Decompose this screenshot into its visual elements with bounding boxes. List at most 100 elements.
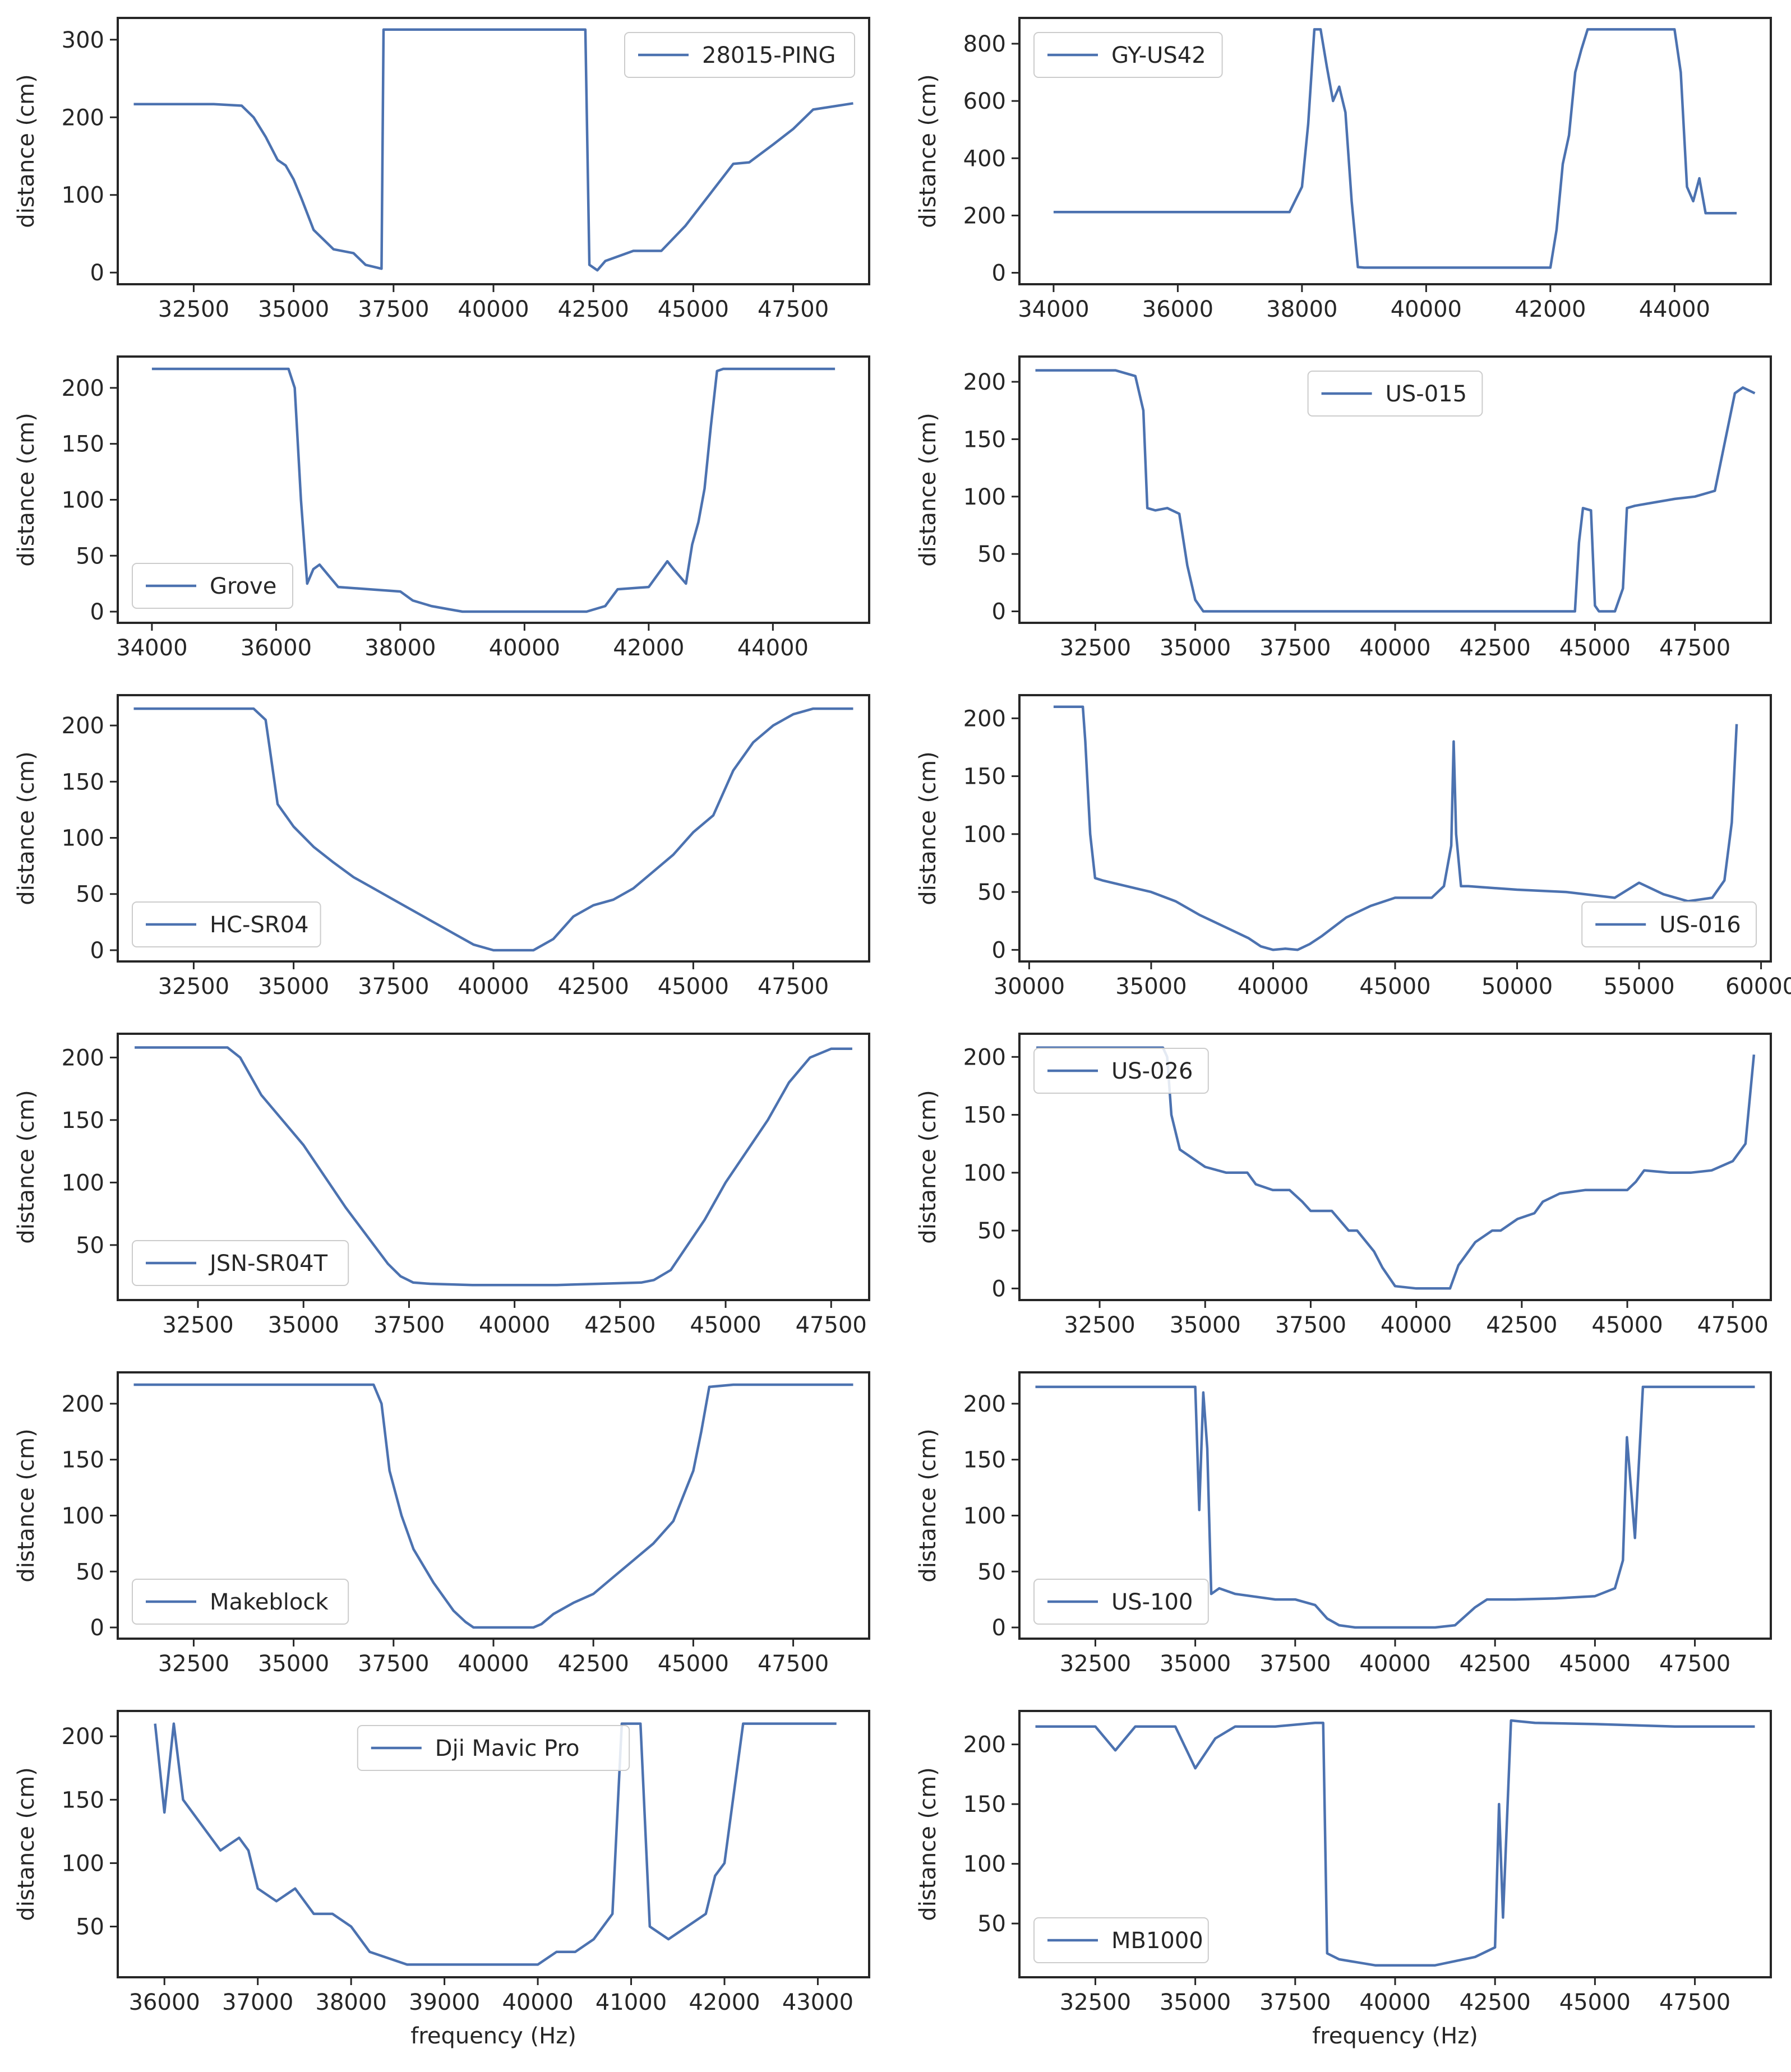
p8-ytick-label-1: 50: [76, 1559, 104, 1585]
p5-xtick-label-0: 30000: [994, 974, 1065, 1000]
p11-ytick-label-1: 100: [963, 1852, 1006, 1877]
p10-legend-label: Dji Mavic Pro: [435, 1736, 580, 1761]
p3-ytick-label-3: 150: [963, 427, 1006, 452]
p4-axes-frame: [117, 694, 870, 963]
p9-axes-frame: [1018, 1371, 1772, 1640]
p9-xtick-label-2: 37500: [1259, 1651, 1331, 1677]
p10-xtick-label-5: 41000: [596, 1990, 667, 2015]
p0-xtick-label-5: 45000: [658, 297, 729, 322]
p9-ytick-label-2: 100: [963, 1503, 1006, 1529]
p0-series-line-0: [133, 28, 853, 272]
p10-ytick-label-1: 100: [62, 1851, 104, 1876]
p4-xtick-label-3: 40000: [458, 974, 529, 1000]
p2-xtick-label-5: 44000: [737, 635, 809, 661]
p7-ytick-label-1: 50: [977, 1218, 1006, 1244]
p11-legend-label: MB1000: [1111, 1928, 1203, 1954]
p6-xtick-label-3: 40000: [479, 1312, 550, 1338]
p7-series-line-0: [1036, 1046, 1756, 1290]
p4-ytick-label-0: 0: [90, 938, 104, 964]
p0-xtick-label-0: 32500: [158, 297, 229, 322]
p8-xtick-label-4: 42500: [558, 1651, 629, 1677]
p3-ylabel: distance (cm): [915, 413, 941, 566]
p4-xtick-label-5: 45000: [658, 974, 729, 1000]
p11-xtick-label-1: 35000: [1160, 1990, 1231, 2015]
p9-xtick-label-0: 32500: [1060, 1651, 1131, 1677]
p7-ytick-label-0: 0: [992, 1276, 1006, 1302]
p0-axes-frame: [117, 17, 870, 285]
p8-ytick-label-2: 100: [62, 1503, 104, 1529]
p2-legend-box: [132, 563, 293, 609]
p6-axes-frame: [117, 1033, 870, 1301]
p8-xtick-label-5: 45000: [658, 1651, 729, 1677]
p2-legend-label: Grove: [210, 574, 276, 599]
p9-legend: US-100: [1033, 1579, 1209, 1625]
p0-panel: 32500 35000 37500 40000 42500 45000 47500 0 100 2…: [13, 17, 870, 322]
p6-xtick-label-1: 35000: [268, 1312, 339, 1338]
p2-ytick-label-0: 0: [90, 599, 104, 625]
p1-legend: GY-US42: [1033, 32, 1223, 78]
p4-ytick-label-2: 100: [62, 826, 104, 852]
p4-legend: HC-SR04: [132, 901, 321, 947]
p3-ytick-label-0: 0: [992, 599, 1006, 625]
p10-xtick-label-3: 39000: [409, 1990, 480, 2015]
p5-legend-label: US-016: [1659, 912, 1741, 938]
p8-xtick-label-0: 32500: [158, 1651, 229, 1677]
p11-ylabel: distance (cm): [915, 1767, 941, 1921]
p3-xtick-label-4: 42500: [1460, 635, 1531, 661]
p4-ytick-label-4: 200: [62, 713, 104, 739]
p6-xtick-label-6: 47500: [796, 1312, 867, 1338]
p10-xtick-label-4: 40000: [502, 1990, 573, 2015]
p7-ytick-label-2: 100: [963, 1160, 1006, 1186]
p11-ytick-label-2: 150: [963, 1792, 1006, 1817]
p11-xlabel: frequency (Hz): [1312, 2023, 1478, 2049]
p0-ytick-label-0: 0: [90, 260, 104, 286]
p4-xtick-label-0: 32500: [158, 974, 229, 1000]
p9-legend-box: [1033, 1579, 1209, 1625]
p4-legend-label: HC-SR04: [210, 912, 309, 938]
p11-ytick-label-3: 200: [963, 1732, 1006, 1758]
p3-xtick-label-3: 40000: [1359, 635, 1430, 661]
p5-series-line-0: [1053, 705, 1738, 951]
p11-panel: 32500 35000 37500 40000 42500 45000 47500 50 100…: [915, 1710, 1772, 2049]
p2-ytick-label-1: 50: [76, 543, 104, 569]
p4-series-line-0: [133, 707, 853, 952]
p10-legend-box: [357, 1725, 630, 1771]
p3-series-line-0: [1035, 369, 1756, 613]
p8-xtick-label-6: 47500: [758, 1651, 829, 1677]
p7-legend-label: US-026: [1111, 1058, 1193, 1084]
p3-axes-frame: [1018, 355, 1772, 624]
p3-ytick-label-2: 100: [963, 484, 1006, 510]
p7-xtick-label-0: 32500: [1064, 1312, 1135, 1338]
p3-xtick-label-5: 45000: [1559, 635, 1631, 661]
p5-xtick-label-1: 35000: [1115, 974, 1187, 1000]
p9-xtick-label-3: 40000: [1359, 1651, 1430, 1677]
p8-axes-frame: [117, 1371, 870, 1640]
p9-series-line-0: [1035, 1385, 1755, 1629]
p1-ytick-label-3: 600: [963, 89, 1006, 114]
p1-axes-frame: [1018, 17, 1772, 285]
p6-ylabel: distance (cm): [13, 1090, 39, 1243]
p10-xtick-label-0: 36000: [129, 1990, 200, 2015]
p0-xtick-label-1: 35000: [258, 297, 329, 322]
p2-ytick-label-2: 100: [62, 487, 104, 513]
p5-xtick-label-5: 55000: [1603, 974, 1674, 1000]
p8-xtick-label-2: 37500: [358, 1651, 429, 1677]
p11-ytick-label-0: 50: [977, 1911, 1006, 1937]
p6-ytick-label-1: 100: [62, 1170, 104, 1196]
p4-xtick-label-1: 35000: [258, 974, 329, 1000]
p7-legend-box: [1033, 1048, 1209, 1094]
p6-xtick-label-5: 45000: [690, 1312, 761, 1338]
p0-legend: 28015-PING: [624, 32, 855, 78]
p7-xtick-label-5: 45000: [1591, 1312, 1663, 1338]
p10-axes-frame: [117, 1710, 870, 1978]
p1-xtick-label-4: 42000: [1515, 297, 1586, 322]
p0-xtick-label-3: 40000: [458, 297, 529, 322]
p1-ytick-label-4: 800: [963, 31, 1006, 57]
p10-xtick-label-7: 43000: [782, 1990, 853, 2015]
p0-legend-box: [624, 32, 855, 78]
p7-xtick-label-3: 40000: [1381, 1312, 1452, 1338]
p11-xtick-label-4: 42500: [1460, 1990, 1531, 2015]
p9-xtick-label-5: 45000: [1559, 1651, 1631, 1677]
p5-ytick-label-1: 50: [977, 880, 1006, 905]
